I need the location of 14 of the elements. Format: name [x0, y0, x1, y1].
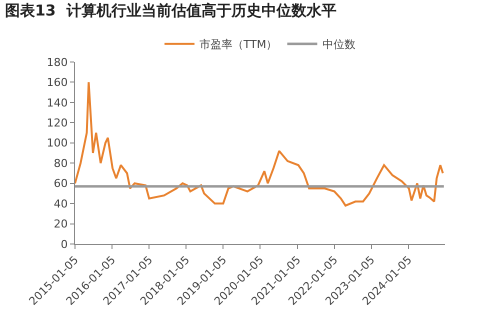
y-tick-label: 180 [46, 56, 68, 69]
y-tick-label: 60 [54, 177, 68, 190]
legend-label: 中位数 [322, 38, 356, 52]
y-tick-label: 20 [54, 218, 68, 231]
y-tick-label: 120 [46, 116, 68, 130]
line-series [75, 81, 444, 207]
chart-title: 图表13 计算机行业当前估值高于历史中位数水平 [5, 1, 336, 20]
legend-label: 市盈率（TTM） [200, 38, 278, 52]
y-tick-label: 100 [46, 136, 68, 150]
y-tick-label: 140 [46, 96, 68, 110]
y-tick-label: 80 [54, 156, 68, 170]
y-tick-label: 40 [54, 197, 68, 210]
y-tick-label: 160 [46, 76, 68, 90]
y-tick-label: 0 [60, 238, 68, 251]
